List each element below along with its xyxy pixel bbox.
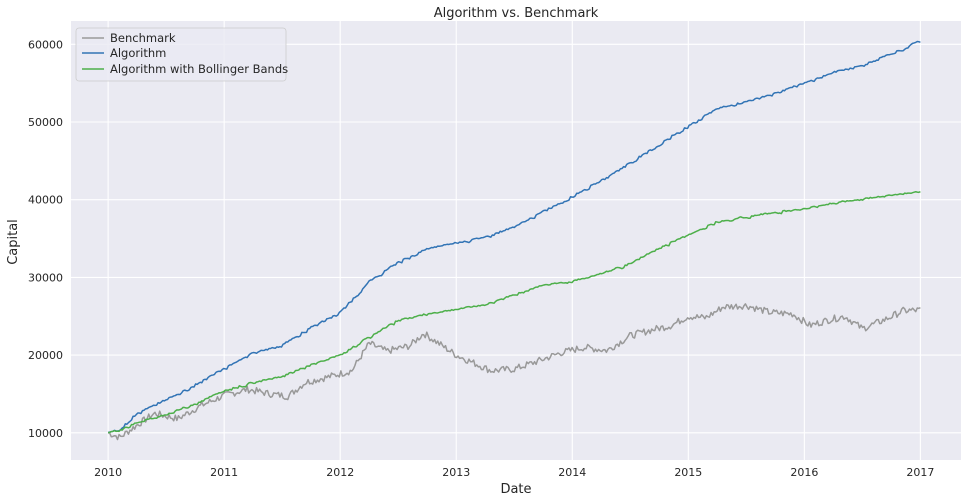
series-group [107,40,921,441]
series-line-bollinger [108,190,921,434]
series-line-benchmark [108,303,921,441]
x-axis-ticks: 2010 2011 2012 2013 2014 2015 2016 2017 [94,466,934,479]
y-axis-label: Capital [6,219,21,265]
x-tick-label: 2012 [326,466,354,479]
y-tick-label: 60000 [28,38,63,51]
x-tick-label: 2011 [210,466,238,479]
y-tick-label: 10000 [28,427,63,440]
series-line-algorithm [107,40,921,434]
x-axis-label: Date [500,482,531,497]
x-tick-label: 2014 [558,466,586,479]
y-tick-label: 40000 [28,194,63,207]
legend-label-benchmark: Benchmark [110,31,176,45]
legend: Benchmark Algorithm Algorithm with Bolli… [75,27,288,82]
grid [71,21,961,460]
x-tick-label: 2010 [94,466,122,479]
y-tick-label: 50000 [28,116,63,129]
x-tick-label: 2013 [442,466,470,479]
y-tick-label: 30000 [28,271,63,284]
chart-title: Algorithm vs. Benchmark [434,6,599,21]
x-tick-label: 2015 [674,466,702,479]
x-tick-label: 2016 [790,466,818,479]
legend-box [75,27,287,82]
plot-background [71,21,961,460]
y-axis-ticks: 10000 20000 30000 40000 50000 60000 [28,38,63,439]
x-tick-label: 2017 [906,466,934,479]
legend-label-bollinger: Algorithm with Bollinger Bands [110,62,288,76]
y-tick-label: 20000 [28,349,63,362]
legend-label-algorithm: Algorithm [110,46,166,60]
